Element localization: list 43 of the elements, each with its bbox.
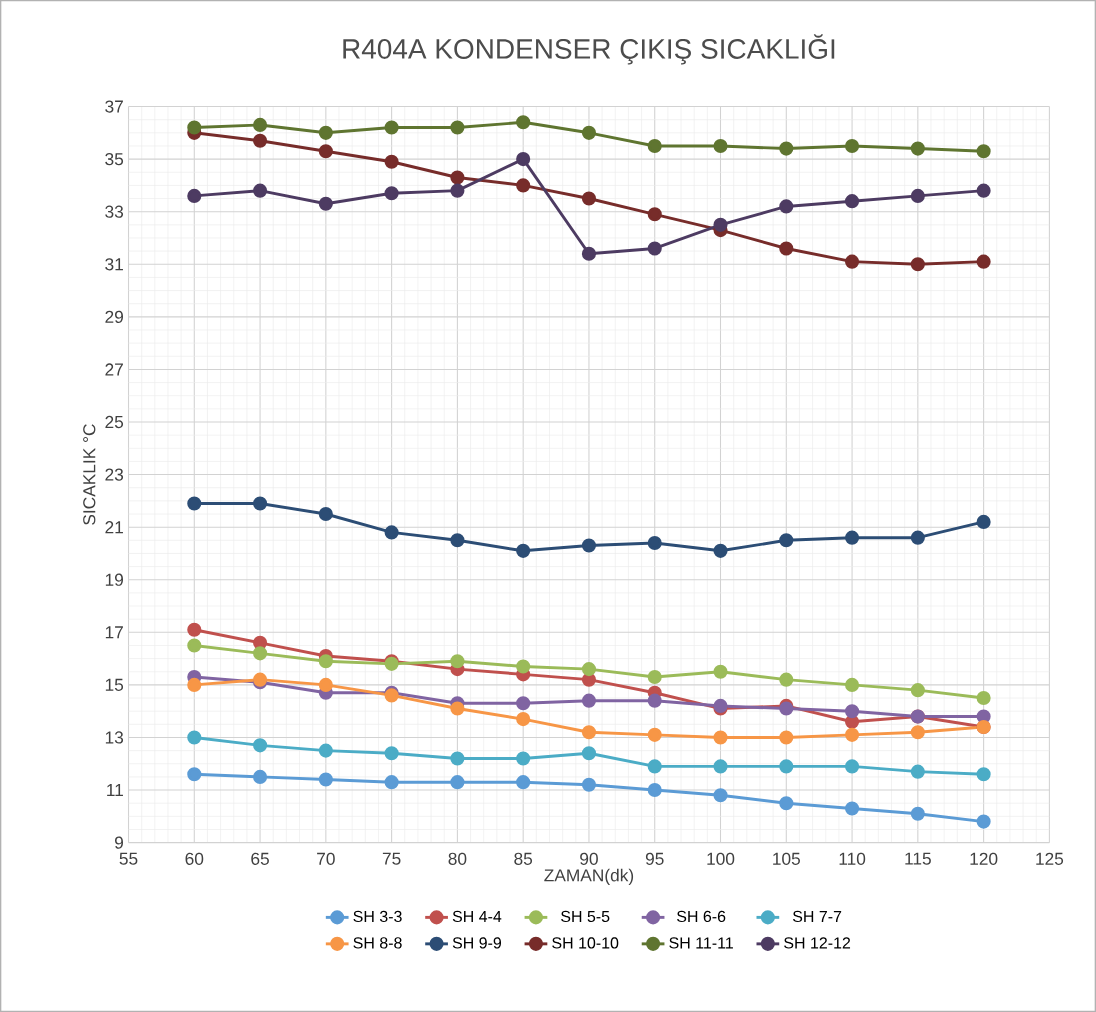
legend-label: SH 6-6	[677, 910, 726, 923]
x-tick-label: 115	[905, 852, 931, 865]
y-tick-label: 37	[105, 100, 123, 113]
legend-label: SH 7-7	[792, 910, 842, 923]
y-tick-label: 33	[105, 205, 124, 218]
y-tick-label: 21	[105, 521, 123, 534]
x-tick-label: 60	[185, 852, 204, 865]
legend-label: SH 10-10	[552, 937, 619, 949]
y-tick-label: 25	[105, 415, 124, 429]
x-tick-label: 55	[119, 852, 138, 865]
x-tick-label: 70	[317, 852, 335, 865]
y-tick-label: 11	[107, 784, 123, 796]
x-tick-label: 105	[773, 852, 800, 865]
legend-label: SH 8-8	[353, 937, 402, 949]
y-tick-label: 15	[105, 678, 124, 691]
x-tick-label: 95	[645, 852, 664, 865]
legend-label: SH 5-5	[561, 910, 610, 923]
x-axis-title: ZAMAN(dk)	[544, 868, 634, 885]
x-tick-label: 100	[707, 852, 735, 865]
y-tick-label: 35	[105, 152, 124, 166]
y-tick-label: 13	[105, 731, 124, 744]
legend-label: SH 3-3	[353, 910, 402, 923]
x-tick-label: 120	[970, 852, 998, 865]
x-tick-label: 90	[580, 852, 598, 865]
x-tick-label: 65	[251, 852, 269, 865]
y-tick-label: 19	[105, 573, 123, 586]
y-tick-label: 23	[105, 468, 124, 481]
y-tick-label: 27	[105, 363, 123, 376]
x-tick-label: 75	[382, 852, 401, 865]
y-tick-label: 31	[105, 258, 123, 271]
legend-label: SH 9-9	[452, 937, 502, 949]
legend-label: SH 11-11	[669, 937, 733, 949]
y-tick-label: 29	[105, 310, 123, 323]
chart-title: R404A KONDENSER ÇIKIŞ SICAKLIĞI	[343, 34, 835, 65]
x-tick-label: 110	[839, 852, 866, 865]
legend-label: SH 4-4	[452, 910, 502, 923]
y-tick-label: 9	[114, 836, 123, 849]
x-tick-label: 125	[1036, 852, 1064, 865]
y-axis-title: SICAKLIK °C	[83, 424, 96, 525]
x-tick-label: 85	[514, 852, 533, 865]
x-tick-label: 80	[448, 852, 467, 865]
legend-label: SH 12-12	[784, 937, 851, 949]
y-tick-label: 17	[105, 626, 123, 639]
